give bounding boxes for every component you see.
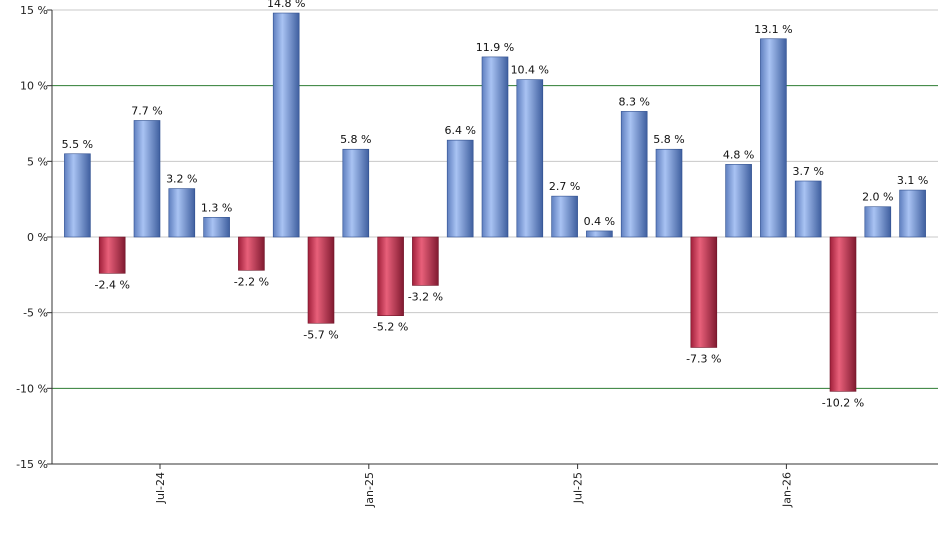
data-label: 3.7 %	[792, 165, 823, 178]
bar	[98, 236, 126, 274]
bar	[168, 188, 196, 238]
bar	[412, 236, 439, 286]
bar	[133, 120, 161, 238]
bar	[829, 236, 857, 392]
data-label: 0.4 %	[584, 215, 615, 228]
bar	[64, 153, 91, 238]
data-label: -2.2 %	[234, 275, 269, 288]
bar	[377, 236, 404, 316]
data-label: 5.5 %	[62, 138, 93, 151]
data-label: 2.0 %	[862, 191, 893, 204]
data-labels: 5.5 % -2.4 % 7.7 % 3.2 % 1.3 % -2.2 % 14.8 % -5…	[62, 0, 929, 409]
x-tick-label: Jul-24	[154, 472, 167, 504]
bar	[794, 180, 822, 238]
data-label: 2.7 %	[549, 180, 580, 193]
bar	[586, 230, 613, 238]
data-label: -5.2 %	[373, 321, 408, 334]
data-label: -2.4 %	[94, 278, 129, 291]
bar	[899, 189, 926, 238]
y-tick-label: -5 %	[23, 307, 48, 320]
bar	[272, 12, 300, 238]
data-label: 6.4 %	[444, 124, 475, 137]
data-label: 14.8 %	[267, 0, 305, 10]
axes: 15 % 10 % 5 % 0 % -5 % -10 % -15 % Jul-24 Jan-25…	[16, 4, 938, 508]
y-tick-label: 0 %	[27, 231, 48, 244]
data-label: 7.7 %	[131, 104, 162, 117]
data-label: 5.8 %	[340, 133, 371, 146]
y-tick-label: -15 %	[16, 458, 48, 471]
y-tick-label: -10 %	[16, 382, 48, 395]
x-tick-label: Jul-25	[572, 472, 585, 504]
bar	[446, 139, 474, 238]
data-label: 3.2 %	[166, 173, 197, 186]
bar	[342, 148, 370, 238]
bar	[725, 164, 752, 238]
bar	[551, 195, 578, 238]
data-label: -5.7 %	[303, 328, 338, 341]
data-label: 10.4 %	[511, 64, 549, 77]
bars	[64, 12, 926, 392]
bar	[481, 56, 509, 238]
bar	[203, 217, 230, 238]
data-label: -10.2 %	[822, 396, 864, 409]
bar	[238, 236, 265, 271]
bar	[516, 79, 544, 238]
y-tick-label: 10 %	[20, 80, 48, 93]
bar	[620, 111, 648, 238]
data-label: 8.3 %	[618, 95, 649, 108]
data-label: -7.3 %	[686, 352, 721, 365]
y-tick-label: 5 %	[27, 155, 48, 168]
data-label: 5.8 %	[653, 133, 684, 146]
bar	[655, 148, 683, 238]
data-label: 3.1 %	[897, 174, 928, 187]
x-tick-label: Jan-26	[780, 472, 793, 508]
data-label: 1.3 %	[201, 201, 232, 214]
data-label: 4.8 %	[723, 148, 754, 161]
bar	[307, 236, 335, 324]
data-label: 13.1 %	[754, 23, 792, 36]
y-tick-label: 15 %	[20, 4, 48, 17]
data-label: 11.9 %	[476, 41, 514, 54]
bar	[690, 236, 718, 348]
data-label: -3.2 %	[408, 290, 443, 303]
x-tick-label: Jan-25	[363, 472, 376, 508]
bar	[760, 38, 787, 238]
bar	[864, 206, 892, 238]
